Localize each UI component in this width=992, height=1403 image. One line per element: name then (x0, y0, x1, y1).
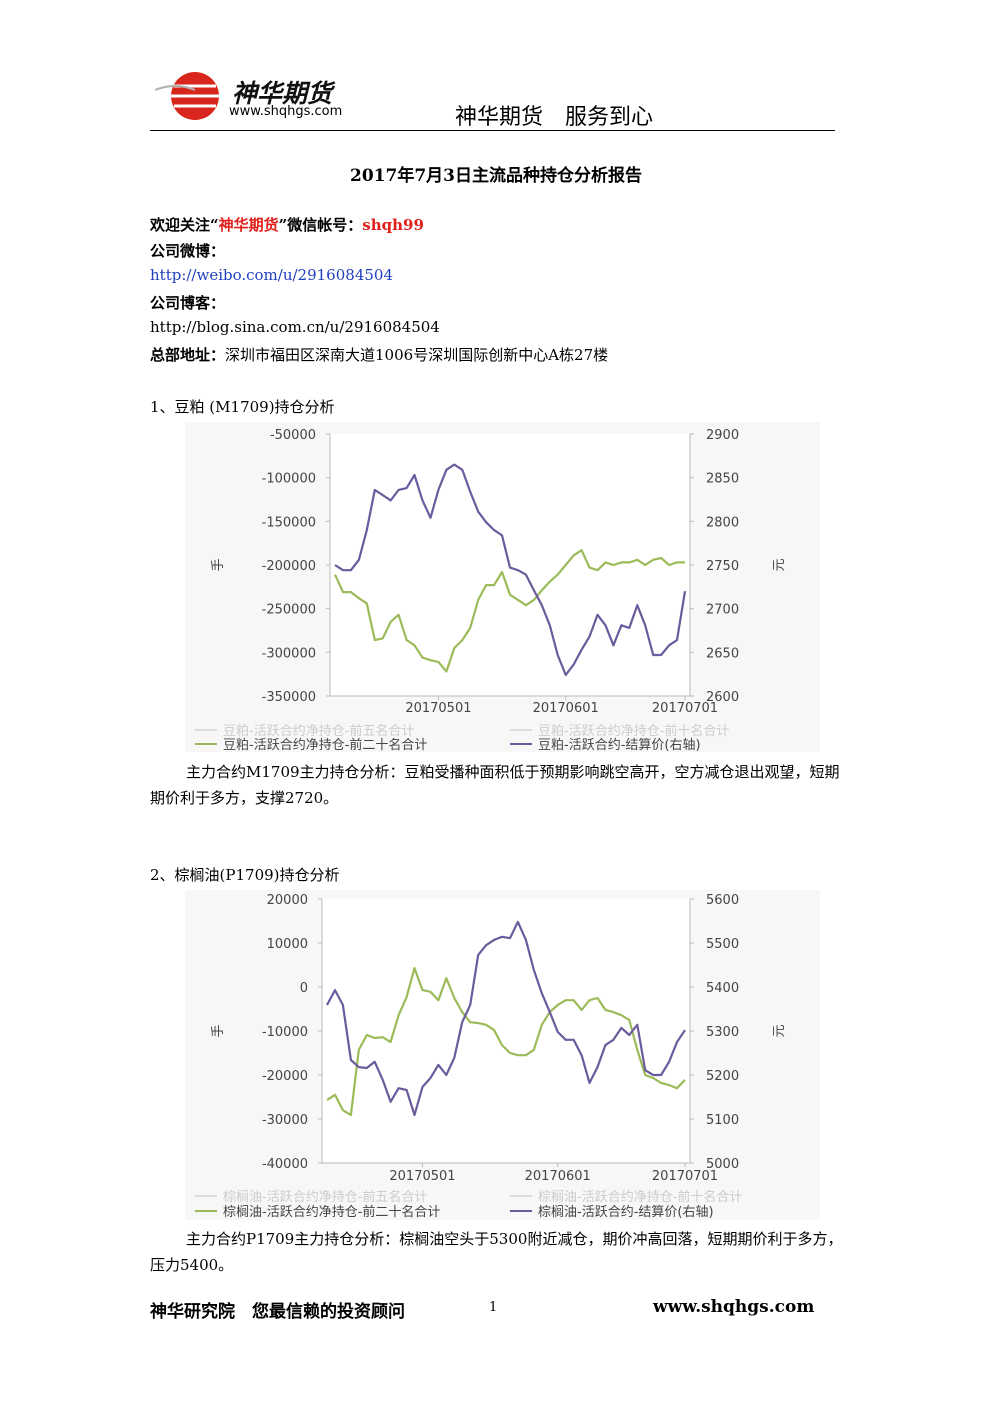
y-axis-title: 手 (211, 558, 226, 571)
y2-tick-label: 5600 (706, 893, 739, 908)
chart: -50000 -100000 -150000 -200000 -250000 -30000… (185, 422, 820, 752)
header-rule (150, 130, 835, 131)
series-line (326, 920, 686, 1117)
x-tick-label: 20170601 (533, 701, 599, 716)
y2-tick-label: 2900 (706, 428, 739, 443)
x-tick-label: 20170501 (405, 701, 471, 716)
blog-link[interactable]: http://blog.sina.com.cn/u/2916084504 (150, 318, 440, 336)
y2-tick-label: 2650 (706, 646, 739, 661)
y2-axis-title: 元 (772, 1024, 787, 1037)
y2-tick-label: 5300 (706, 1025, 739, 1040)
y-tick-label: -300000 (262, 646, 316, 661)
chart: 20000 10000 0 -10000 -20000 -30000 -40000 5600 5… (185, 890, 820, 1220)
address: 深圳市福田区深南大道1006号深圳国际创新中心A栋27楼 (225, 346, 609, 364)
y2-tick-label: 2750 (706, 559, 739, 574)
series-line (333, 549, 685, 673)
text: ”微信帐号： (278, 216, 363, 234)
y-axis-title: 手 (211, 1024, 226, 1037)
footer-right: www.shqhgs.com (653, 1297, 815, 1317)
text: 欢迎关注“ (150, 216, 219, 234)
series-line (334, 463, 687, 677)
text: 神华期货 (218, 216, 279, 234)
blog-label: 公司博客： (150, 294, 226, 312)
x-tick-label: 20170701 (652, 1169, 718, 1184)
y2-tick-label: 2850 (706, 472, 739, 487)
legend-label: 棕榈油-活跃合约净持仓-前二十名合计 (223, 1204, 440, 1220)
y-tick-label: 0 (300, 981, 308, 996)
y-tick-label: -150000 (262, 515, 316, 530)
x-tick-label: 20170601 (525, 1169, 591, 1184)
section-heading: 2、棕榈油(P1709)持仓分析 (150, 866, 340, 884)
plot-area (322, 899, 690, 1163)
y-tick-label: 20000 (267, 893, 308, 908)
x-tick-label: 20170701 (652, 701, 718, 716)
page-number: 1 (489, 1300, 498, 1315)
y-tick-label: -40000 (262, 1157, 308, 1172)
y2-tick-label: 5500 (706, 937, 739, 952)
legend-label: 豆粕-活跃合约净持仓-前五名合计 (223, 723, 414, 739)
legend-label: 棕榈油-活跃合约-结算价(右轴) (538, 1205, 714, 1220)
legend-label: 豆粕-活跃合约-结算价(右轴) (538, 738, 701, 752)
y-tick-label: -350000 (262, 690, 316, 705)
x-tick-label: 20170501 (389, 1169, 455, 1184)
y2-axis-title: 元 (772, 558, 787, 571)
analysis: 主力合约M1709主力持仓分析：豆粕受播种面积低于预期影响跳空高开，空方减仓退出… (150, 763, 840, 807)
y2-tick-label: 2700 (706, 603, 739, 618)
wechat-line: 欢迎关注“神华期货”微信帐号：shqh99 (150, 214, 424, 235)
y-tick-label: -200000 (262, 559, 316, 574)
weibo-link[interactable]: http://weibo.com/u/2916084504 (150, 266, 393, 284)
y2-tick-label: 2600 (706, 690, 739, 705)
doc-title: 2017年7月3日主流品种持仓分析报告 (350, 166, 642, 186)
y2-tick-label: 5000 (706, 1157, 739, 1172)
y-tick-label: -30000 (262, 1113, 308, 1128)
slogan: 神华期货 服务到心 (455, 105, 654, 130)
legend-label: 棕榈油-活跃合约净持仓-前五名合计 (223, 1189, 427, 1205)
legend-label: 豆粕-活跃合约净持仓-前二十名合计 (223, 737, 427, 752)
logo-url: www.shqhgs.com (229, 104, 343, 119)
y2-tick-label: 2800 (706, 515, 739, 530)
wechat-id: shqh99 (362, 216, 424, 234)
y-tick-label: -20000 (262, 1069, 308, 1084)
y2-tick-label: 5400 (706, 981, 739, 996)
y-tick-label: -100000 (262, 472, 316, 487)
legend-label: 豆粕-活跃合约净持仓-前十名合计 (538, 723, 729, 739)
weibo-label: 公司微博： (150, 242, 226, 260)
y2-tick-label: 5100 (706, 1113, 739, 1128)
analysis: 主力合约P1709主力持仓分析：棕榈油空头于5300附近减仓，期价冲高回落，短期… (150, 1230, 843, 1274)
address-label: 总部地址： (150, 346, 226, 364)
legend-label: 棕榈油-活跃合约净持仓-前十名合计 (538, 1189, 742, 1205)
logo-mark (154, 72, 219, 120)
y-tick-label: -50000 (270, 428, 316, 443)
section-heading: 1、豆粕 (M1709)持仓分析 (150, 398, 335, 416)
y-tick-label: 10000 (267, 937, 308, 952)
y-tick-label: -10000 (262, 1025, 308, 1040)
footer-left: 神华研究院 您最信赖的投资顾问 (150, 1302, 405, 1322)
series-line (326, 967, 686, 1117)
address-line: 总部地址：深圳市福田区深南大道1006号深圳国际创新中心A栋27楼 (150, 344, 608, 365)
y2-tick-label: 5200 (706, 1069, 739, 1084)
logo-text: 神华期货 (232, 79, 333, 108)
y-tick-label: -250000 (262, 603, 316, 618)
